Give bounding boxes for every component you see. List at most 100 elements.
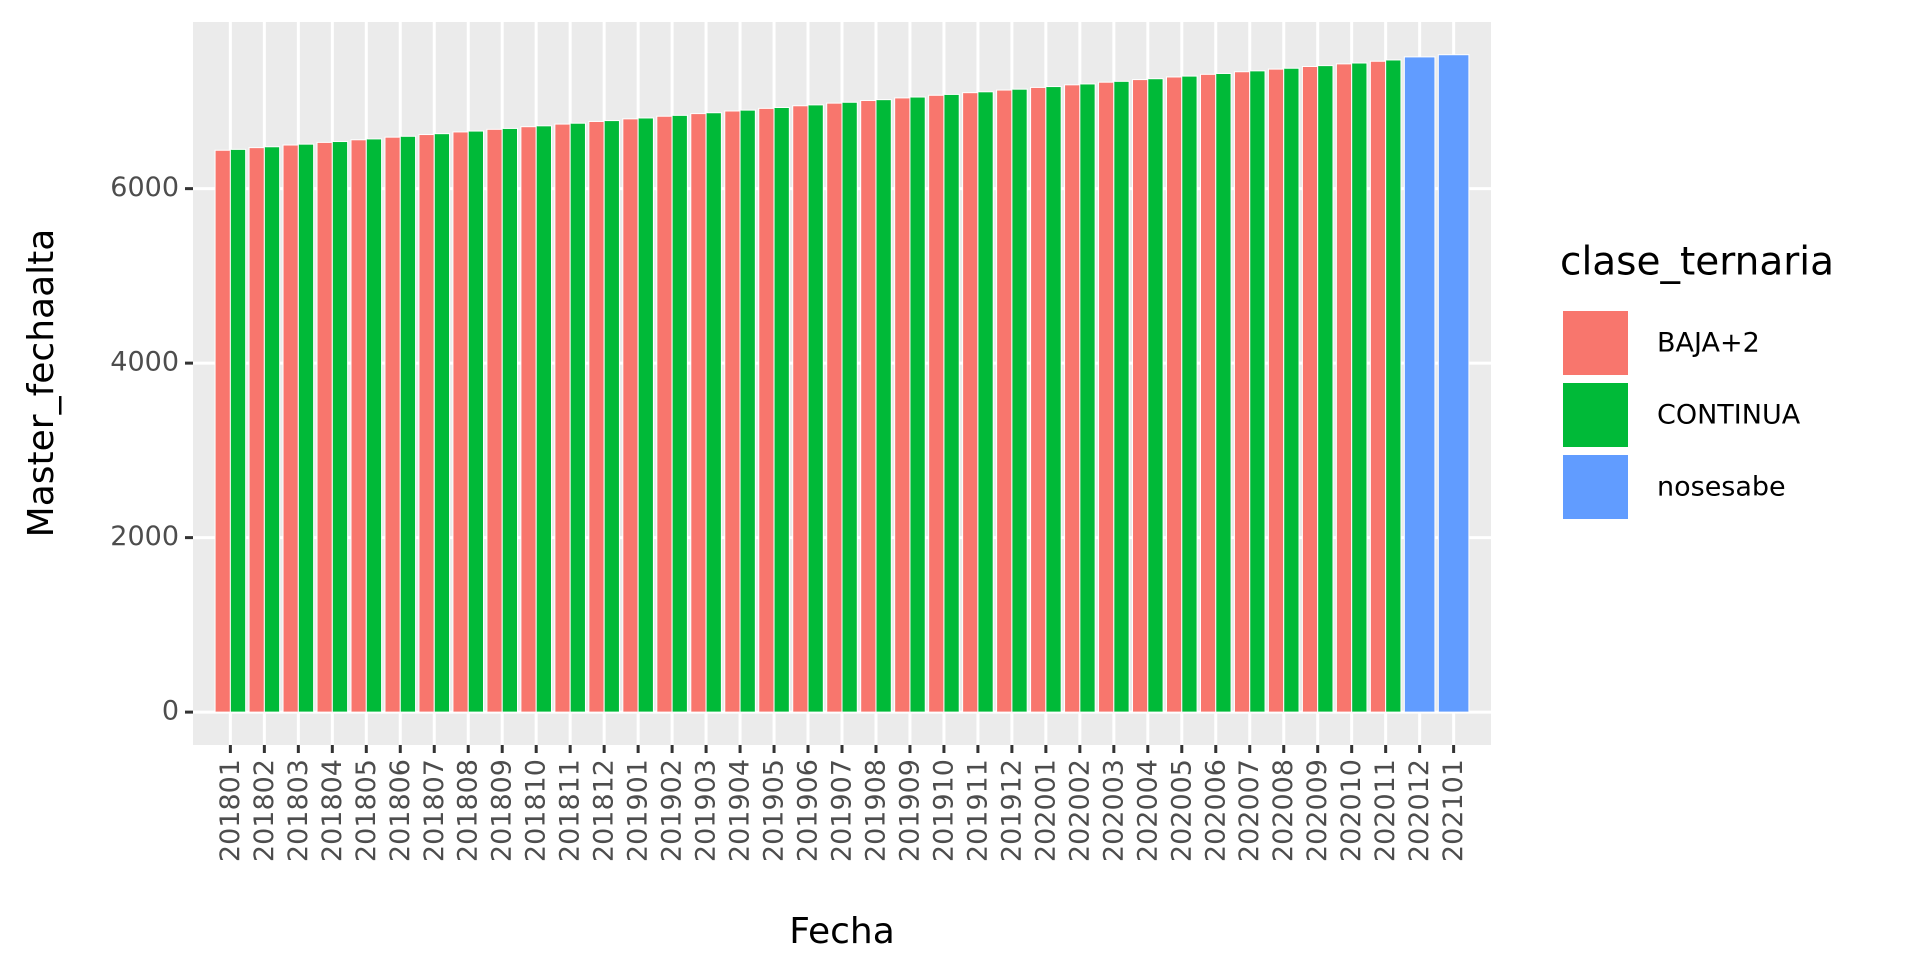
x-tick-label: 201907 <box>827 759 858 862</box>
bar <box>535 125 552 713</box>
bar <box>399 135 417 713</box>
x-tick-label: 201809 <box>487 759 518 862</box>
y-tick-label: 2000 <box>110 521 179 552</box>
x-tick-label: 201905 <box>759 759 790 862</box>
bar <box>1317 65 1334 713</box>
x-tick-label: 201904 <box>725 759 756 862</box>
bar <box>452 131 469 713</box>
bar <box>1267 68 1285 713</box>
bar <box>909 96 926 713</box>
bar <box>1199 73 1217 713</box>
bar <box>1181 75 1198 713</box>
y-axis-title: Master_fechaalta <box>21 229 62 538</box>
bar <box>520 126 537 713</box>
bar <box>1437 54 1470 713</box>
bar <box>1403 56 1436 713</box>
bar <box>860 100 877 713</box>
x-tick-label: 201808 <box>453 759 484 862</box>
x-tick-label: 202001 <box>1030 759 1061 862</box>
x-tick-label: 202005 <box>1166 759 1197 862</box>
bar <box>1045 86 1062 713</box>
legend-label: CONTINUA <box>1657 400 1801 431</box>
bar <box>928 94 945 713</box>
bar <box>603 120 620 713</box>
bar <box>1301 65 1319 713</box>
x-tick-label: 202012 <box>1404 759 1435 862</box>
bar <box>773 107 790 713</box>
legend-title: clase_ternaria <box>1560 240 1834 285</box>
x-tick-label: 201901 <box>623 759 654 862</box>
bar <box>1233 71 1251 713</box>
bar <box>282 144 299 713</box>
legend-key <box>1561 453 1630 521</box>
bar <box>841 101 858 713</box>
x-tick-label: 201911 <box>962 759 993 862</box>
bar <box>671 114 688 713</box>
bar <box>486 128 503 713</box>
x-tick-label: 201912 <box>996 759 1027 862</box>
bar <box>248 147 265 713</box>
bar <box>569 122 586 713</box>
bar <box>724 110 741 713</box>
bar <box>622 118 639 713</box>
legend-label: nosesabe <box>1657 472 1786 503</box>
bar <box>758 107 775 713</box>
bar <box>977 91 994 713</box>
bar <box>501 127 518 713</box>
bar <box>792 105 809 713</box>
x-tick-label: 202002 <box>1064 759 1095 862</box>
bar <box>894 97 911 713</box>
x-tick-label: 202008 <box>1268 759 1299 862</box>
bar <box>1113 80 1130 713</box>
y-tick-label: 0 <box>162 696 179 727</box>
x-tick-label: 202007 <box>1234 759 1265 862</box>
bar <box>1098 81 1115 713</box>
bar <box>1215 72 1232 713</box>
x-tick-label: 202006 <box>1200 759 1231 862</box>
bar <box>943 93 960 713</box>
bar <box>229 148 247 713</box>
bar <box>263 146 281 713</box>
y-tick-label: 4000 <box>110 347 179 378</box>
bar <box>554 123 571 713</box>
x-tick-label: 202101 <box>1438 759 1469 862</box>
bar <box>331 141 349 713</box>
x-tick-label: 201810 <box>521 759 552 862</box>
bar <box>1351 62 1368 713</box>
bar <box>705 112 722 713</box>
bar <box>316 141 333 713</box>
bar <box>1132 79 1149 713</box>
bar <box>739 109 756 713</box>
bar <box>1064 84 1081 713</box>
legend-key <box>1561 309 1630 377</box>
bar <box>1385 59 1402 713</box>
bar <box>467 130 485 713</box>
legend-label: BAJA+2 <box>1657 328 1760 359</box>
bar <box>875 99 892 713</box>
legend-key <box>1561 381 1630 449</box>
x-tick-label: 201902 <box>657 759 688 862</box>
bar <box>1011 88 1028 713</box>
x-tick-label: 201906 <box>793 759 824 862</box>
bar <box>690 113 707 713</box>
bar <box>418 134 435 713</box>
bar <box>1147 78 1164 713</box>
x-tick-label: 202003 <box>1098 759 1129 862</box>
x-tick-label: 201807 <box>419 759 450 862</box>
bar <box>1335 63 1353 713</box>
bar <box>826 102 843 713</box>
bar <box>1079 83 1096 713</box>
bar <box>996 89 1013 713</box>
x-tick-label: 202011 <box>1370 759 1401 862</box>
x-tick-label: 201804 <box>317 759 348 862</box>
x-tick-label: 202004 <box>1132 759 1163 862</box>
x-tick-label: 201908 <box>860 759 891 862</box>
x-tick-label: 201802 <box>249 759 280 862</box>
x-tick-label: 201811 <box>555 759 586 862</box>
bar <box>350 139 367 713</box>
bar <box>807 104 824 713</box>
x-tick-label: 201805 <box>351 759 382 862</box>
bar <box>1249 70 1266 713</box>
bar <box>384 136 401 713</box>
